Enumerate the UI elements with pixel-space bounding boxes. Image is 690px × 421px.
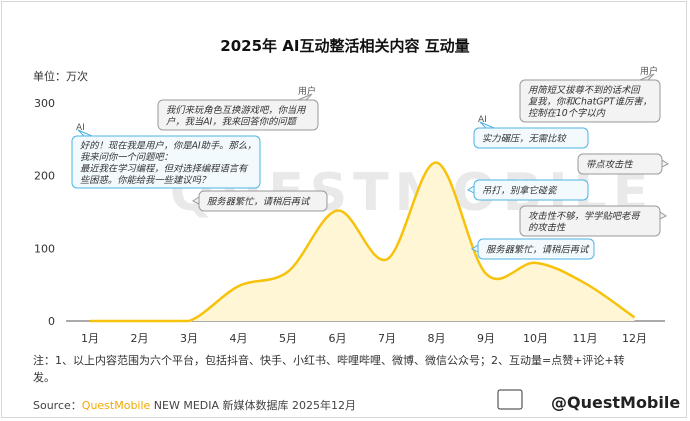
data-point [485,272,488,275]
data-point [534,261,537,264]
app-logo-icon [497,389,523,410]
bubble-box [157,99,319,131]
x-tick-label: 8月 [428,332,446,345]
data-point [287,270,290,273]
x-tick-label: 9月 [477,332,495,345]
bubble-text: 服务器繁忙，请稍后再试 [207,197,311,208]
bubble-box [477,238,595,260]
ai-bubble: AI 实力碾压，无需比较 [473,115,589,149]
x-tick-label: 2月 [131,332,149,345]
source-brand: QuestMobile [82,399,151,412]
brand-mark: @QuestMobile [497,389,680,412]
x-tick-label: 11月 [573,332,598,345]
bubble-box [71,135,261,189]
data-point [188,320,191,323]
data-point [336,209,339,212]
y-tick-label: 200 [34,170,55,183]
source-line: Source：QuestMobile NEW MEDIA 新媒体数据库 2025… [33,398,356,412]
bubble-text: 复我，你和ChatGPT谁厉害， [528,97,652,108]
bubble-text: 好的！现在我是用户，你是AI助手。那么， [80,140,256,151]
x-tick-labels: 1月 2月 3月 4月 5月 6月 7月 8月 9月 10月 11月 12月 [81,332,647,345]
y-tick-label: 100 [34,242,55,255]
data-point [89,320,92,323]
note-line-1: 注：1、以上内容范围为六个平台，包括抖音、快手、小红书、哔哩哔哩、微博、微信公众… [33,353,625,367]
bubble-text: 控制在10个字以内 [528,108,606,119]
bubble-speaker: AI [478,115,487,125]
bubble-text: 我来问你一个问题吧： [80,152,173,163]
x-tick-label: 6月 [329,332,347,345]
source-rest: NEW MEDIA 新媒体数据库 2025年12月 [150,398,356,412]
x-tick-label: 12月 [622,332,647,345]
bubble-text: 带点攻击性 [586,160,634,171]
bubble-box [473,179,589,201]
bubble-box [198,190,328,212]
data-point [633,316,636,319]
plot-area [89,161,636,323]
bubble-text: 户，我当AI，我来回答你的问题 [166,116,298,127]
bubble-text: 攻击性不够，学学贴吧老哥 [528,211,641,222]
x-tick-label: 5月 [279,332,297,345]
data-point [435,161,438,164]
y-tick-labels: 0 100 200 300 [34,97,55,328]
user-bubble: 带点攻击性 [577,153,669,175]
chart-title: 2025年 AI互动整活相关内容 互动量 [220,37,469,55]
bubble-tail [661,159,669,168]
bubble-box [577,153,663,175]
ai-bubble: 吊打，别拿它碰瓷 [467,179,589,201]
bubble-text: 服务器繁忙，请稍后再试 [486,245,590,256]
ai-bubble: AI 好的！现在我是用户，你是AI助手。那么，我来问你一个问题吧：最近我在学习编程… [71,123,261,189]
x-tick-label: 4月 [230,332,248,345]
data-point [386,258,389,261]
series-area [90,162,635,321]
bubble-text: 用简短又拔尊不到的话术回 [528,85,641,96]
y-tick-label: 0 [48,315,55,328]
y-tick-label: 300 [34,97,55,110]
data-point [237,285,240,288]
bubble-box [519,205,661,237]
bubble-box [519,79,661,123]
bubble-text: 些困惑。你能给我一些建议吗？ [80,175,210,186]
x-tick-label: 1月 [81,332,99,345]
bubble-text: 实力碾压，无需比较 [482,134,567,145]
x-tick-label: 7月 [378,332,396,345]
brand-handle: @QuestMobile [551,393,680,412]
user-bubble: 服务器繁忙，请稍后再试 [192,190,328,212]
bubble-tail [659,211,667,220]
source-prefix: Source： [33,399,82,412]
series-line [90,161,636,323]
bubble-speaker: 用户 [298,85,316,97]
data-point [138,320,141,323]
bubble-text: 我们来玩角色互换游戏吧，你当用 [166,105,307,116]
x-tick-label: 10月 [523,332,548,345]
bubble-text: 最近我在学习编程，但对选择编程语言有 [80,163,249,174]
note-line-2: 发。 [33,370,55,384]
unit-label: 单位：万次 [33,69,88,83]
bubble-text: 的攻击性 [528,222,567,233]
bubble-speaker: AI [76,123,85,133]
bubble-text: 吊打，别拿它碰瓷 [482,186,558,197]
x-tick-label: 3月 [180,332,198,345]
data-point [584,282,587,285]
ai-bubble: 服务器繁忙，请稍后再试 [471,238,595,260]
bubble-speaker: 用户 [640,65,658,77]
bubble-box [473,127,589,149]
